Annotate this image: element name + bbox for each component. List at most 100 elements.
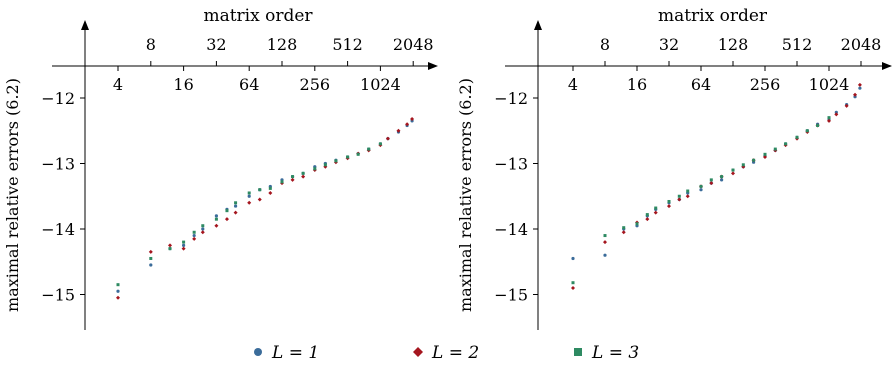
- data-point: [667, 204, 671, 209]
- x-tick-label-bottom: 256: [300, 75, 331, 94]
- data-point: [653, 210, 658, 215]
- data-point: [603, 253, 607, 257]
- data-point: [686, 189, 690, 193]
- data-point: [268, 186, 272, 190]
- data-point: [280, 180, 284, 184]
- data-point: [233, 210, 238, 215]
- y-tick-label: −14: [41, 220, 75, 239]
- data-point: [290, 177, 295, 182]
- data-point: [116, 289, 120, 293]
- data-point: [167, 243, 172, 248]
- data-point: [699, 184, 703, 188]
- y-tick-label: −15: [494, 286, 528, 305]
- data-point: [192, 236, 197, 241]
- data-point: [367, 147, 371, 151]
- x-tick-label-bottom: 1024: [809, 75, 850, 94]
- data-point: [323, 163, 327, 167]
- data-point: [225, 209, 229, 213]
- x-tick-label-bottom: 64: [239, 75, 259, 94]
- data-point: [635, 222, 639, 226]
- data-point: [224, 217, 229, 222]
- x-tick-label-top: 128: [267, 35, 298, 54]
- data-point: [116, 295, 120, 300]
- data-point: [214, 223, 219, 228]
- x-tick-label-top: 8: [146, 35, 156, 54]
- data-point: [709, 181, 714, 186]
- data-point: [741, 163, 745, 167]
- data-point: [677, 197, 682, 202]
- data-point: [149, 256, 153, 260]
- data-point: [346, 155, 350, 159]
- data-point: [149, 263, 153, 267]
- legend-label: L = 1: [271, 343, 319, 363]
- legend-item-3: L = 3: [574, 343, 639, 363]
- x-tick-label-bottom: 4: [113, 75, 123, 94]
- data-point: [784, 142, 788, 146]
- data-point: [356, 152, 360, 156]
- data-point: [182, 243, 186, 247]
- data-point: [247, 200, 252, 205]
- data-point: [301, 174, 306, 179]
- data-point: [258, 188, 262, 192]
- y-axis-arrow: [534, 20, 542, 30]
- data-point: [720, 178, 724, 182]
- data-point: [844, 103, 849, 108]
- x-tick-label-bottom: 1024: [360, 75, 401, 94]
- series-2: [571, 82, 862, 290]
- data-point: [301, 171, 305, 175]
- data-point: [763, 154, 767, 159]
- y-axis-label: maximal relative errors (6.2): [3, 78, 22, 312]
- data-point: [268, 190, 273, 195]
- data-point: [247, 194, 251, 198]
- legend-marker-square: [574, 348, 582, 356]
- chart-panel-2: matrix order 8 32 128 512 2048 4 16 64 256 1024 −12…: [456, 6, 892, 330]
- series-3: [116, 142, 382, 287]
- data-point: [247, 191, 251, 195]
- x-tick-label-bottom: 64: [691, 75, 711, 94]
- data-point: [214, 217, 218, 221]
- y-axis-arrow: [81, 20, 89, 30]
- data-point: [603, 240, 607, 245]
- series-1: [116, 119, 414, 293]
- x-tick-label-bottom: 16: [173, 75, 193, 94]
- x-tick-label-top: 128: [718, 35, 749, 54]
- data-point: [410, 116, 415, 121]
- data-point: [731, 168, 735, 172]
- x-axis-arrow: [882, 62, 892, 70]
- legend-label: L = 2: [431, 343, 479, 363]
- legend: L = 1 L = 2 L = 3: [254, 343, 639, 363]
- data-point: [853, 92, 858, 97]
- data-point: [834, 112, 839, 117]
- data-point: [385, 136, 390, 141]
- data-point: [405, 122, 410, 127]
- x-tick-label-top: 32: [206, 35, 226, 54]
- legend-item-1: L = 1: [254, 343, 319, 363]
- data-point: [645, 217, 650, 222]
- data-point: [192, 233, 196, 238]
- data-point: [667, 199, 671, 203]
- data-point: [257, 197, 262, 202]
- chart-panel-1: matrix order 8 32 128 512 2048 4 16 64 256 1024 −12…: [3, 6, 438, 330]
- data-point: [291, 175, 295, 179]
- legend-marker-diamond: [413, 347, 423, 357]
- data-point: [685, 194, 690, 199]
- data-point: [645, 213, 649, 217]
- data-point: [816, 124, 820, 128]
- y-tick-label: −12: [41, 89, 75, 108]
- data-point: [795, 135, 799, 139]
- legend-marker-circle: [254, 348, 262, 356]
- data-point: [116, 283, 120, 287]
- data-point: [201, 227, 205, 231]
- y-tick-label: −12: [494, 89, 528, 108]
- y-tick-label: −15: [41, 286, 75, 305]
- data-point: [773, 147, 777, 151]
- x-axis-label: matrix order: [203, 6, 313, 26]
- x-axis-arrow: [428, 62, 438, 70]
- data-point: [200, 230, 205, 235]
- data-point: [857, 82, 862, 87]
- x-tick-label-top: 2048: [841, 35, 882, 54]
- data-point: [827, 118, 831, 123]
- x-tick-label-top: 512: [782, 35, 813, 54]
- series-1: [571, 86, 862, 261]
